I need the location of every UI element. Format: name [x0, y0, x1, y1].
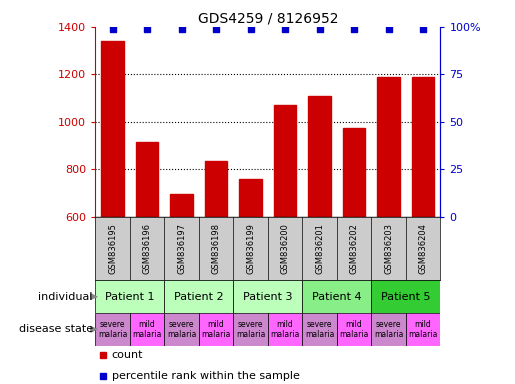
Text: GSM836196: GSM836196	[143, 223, 151, 274]
Text: Patient 2: Patient 2	[174, 291, 224, 302]
Bar	[308, 96, 331, 217]
Bar	[164, 280, 233, 313]
Text: GSM836197: GSM836197	[177, 223, 186, 274]
Bar	[268, 313, 302, 346]
Text: severe
malaria: severe malaria	[236, 319, 265, 339]
Bar	[239, 179, 262, 217]
Bar	[233, 313, 268, 346]
Bar	[302, 313, 337, 346]
Bar	[130, 313, 164, 346]
Text: Patient 1: Patient 1	[105, 291, 154, 302]
Text: GSM836204: GSM836204	[419, 223, 427, 274]
Bar	[95, 280, 164, 313]
Text: GSM836201: GSM836201	[315, 223, 324, 274]
Bar	[95, 313, 130, 346]
Text: individual: individual	[38, 291, 93, 302]
Text: severe
malaria: severe malaria	[98, 319, 127, 339]
Bar	[136, 142, 158, 217]
Bar	[371, 280, 440, 313]
Text: mild
malaria: mild malaria	[339, 319, 369, 339]
Bar	[199, 313, 233, 346]
Text: GSM836202: GSM836202	[350, 223, 358, 274]
Bar	[205, 161, 227, 217]
Text: severe
malaria: severe malaria	[167, 319, 196, 339]
Bar	[371, 313, 406, 346]
Bar	[164, 313, 199, 346]
Bar	[337, 313, 371, 346]
Text: disease state: disease state	[19, 324, 93, 334]
Text: Patient 3: Patient 3	[243, 291, 293, 302]
Bar	[274, 105, 296, 217]
Text: mild
malaria: mild malaria	[132, 319, 162, 339]
Bar	[101, 41, 124, 217]
Text: GSM836198: GSM836198	[212, 223, 220, 274]
Text: mild
malaria: mild malaria	[201, 319, 231, 339]
Text: GSM836195: GSM836195	[108, 223, 117, 274]
Bar	[343, 128, 365, 217]
Bar	[233, 280, 302, 313]
Text: severe
malaria: severe malaria	[305, 319, 334, 339]
Text: mild
malaria: mild malaria	[270, 319, 300, 339]
Bar	[302, 280, 371, 313]
Text: severe
malaria: severe malaria	[374, 319, 403, 339]
Text: Patient 4: Patient 4	[312, 291, 362, 302]
Bar	[170, 194, 193, 217]
Text: percentile rank within the sample: percentile rank within the sample	[112, 371, 299, 381]
Title: GDS4259 / 8126952: GDS4259 / 8126952	[198, 12, 338, 26]
Text: GSM836199: GSM836199	[246, 223, 255, 274]
Bar	[377, 77, 400, 217]
Text: GSM836203: GSM836203	[384, 223, 393, 274]
Text: count: count	[112, 350, 143, 360]
Bar	[406, 313, 440, 346]
Text: mild
malaria: mild malaria	[408, 319, 438, 339]
Text: Patient 5: Patient 5	[381, 291, 431, 302]
Bar	[412, 77, 434, 217]
Text: GSM836200: GSM836200	[281, 223, 289, 274]
